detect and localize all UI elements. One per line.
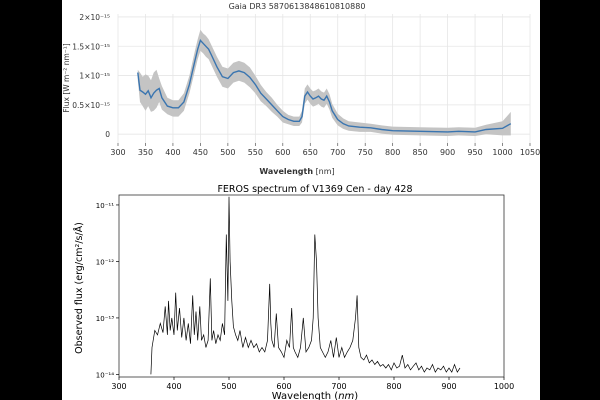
top-y-tick-label: 0 xyxy=(105,130,110,139)
top-chart-title: Gaia DR3 5870613848610810880 xyxy=(229,2,366,11)
top-x-tick-label: 550 xyxy=(248,148,263,157)
bottom-chart-x-label-unit: nm xyxy=(338,391,354,400)
top-x-tick-label: 950 xyxy=(467,148,482,157)
top-chart-x-label-unit: [nm] xyxy=(316,167,335,176)
bottom-chart-x-label: Wavelength (nm) xyxy=(272,391,359,400)
bottom-x-tick-label: 1000 xyxy=(494,382,514,391)
bottom-chart-y-label: Observed flux (erg/cm²/s/Å) xyxy=(73,222,85,354)
charts-canvas: Gaia DR3 5870613848610810880 300 350 400 45… xyxy=(62,2,540,400)
top-chart-uncertainty-band xyxy=(137,29,511,136)
top-x-tick-label: 750 xyxy=(358,148,373,157)
top-y-tick-label: 0.5×10⁻¹⁵ xyxy=(72,101,110,110)
bottom-chart-x-label-text: Wavelength xyxy=(272,391,331,400)
gaia-flux-chart: Gaia DR3 5870613848610810880 300 350 400 45… xyxy=(62,2,540,176)
top-chart-x-label: Wavelength [nm] xyxy=(259,167,334,176)
top-chart-gridlines xyxy=(117,14,531,143)
bottom-x-tick-label: 900 xyxy=(441,382,456,391)
top-x-tick-label: 1050 xyxy=(520,148,540,157)
top-x-tick-label: 850 xyxy=(412,148,427,157)
bottom-chart-y-ticks: 10⁻¹⁴ 10⁻¹³ 10⁻¹² 10⁻¹¹ xyxy=(96,202,119,379)
top-chart-y-ticks: 0 0.5×10⁻¹⁵ 1×10⁻¹⁵ 1.5×10⁻¹⁵ 2×10⁻¹⁵ xyxy=(72,13,110,139)
top-x-tick-label: 350 xyxy=(138,148,153,157)
top-x-tick-label: 650 xyxy=(303,148,318,157)
top-chart-x-label-text: Wavelength xyxy=(259,167,313,176)
top-chart-y-label: Flux [W m⁻² nm⁻¹] xyxy=(62,43,71,112)
top-x-tick-label: 900 xyxy=(440,148,455,157)
figure-panel: Gaia DR3 5870613848610810880 300 350 400 45… xyxy=(62,0,540,400)
top-x-tick-label: 1000 xyxy=(492,148,512,157)
top-x-tick-label: 600 xyxy=(275,148,290,157)
bottom-x-tick-label: 400 xyxy=(166,382,181,391)
top-y-tick-label: 2×10⁻¹⁵ xyxy=(79,13,110,22)
bottom-chart-x-ticks: 300 400 500 600 700 800 900 1000 xyxy=(111,377,514,391)
bottom-y-tick-label: 10⁻¹² xyxy=(96,258,114,266)
bottom-x-tick-label: 300 xyxy=(111,382,126,391)
bottom-chart-flux-line xyxy=(150,196,461,375)
top-chart-flux-line xyxy=(137,39,512,133)
top-x-tick-label: 700 xyxy=(330,148,345,157)
top-x-tick-label: 300 xyxy=(110,148,125,157)
top-x-tick-label: 450 xyxy=(193,148,208,157)
bottom-chart-frame xyxy=(118,194,505,378)
bottom-x-tick-label: 800 xyxy=(386,382,401,391)
top-x-tick-label: 800 xyxy=(385,148,400,157)
top-x-tick-label: 500 xyxy=(220,148,235,157)
bottom-x-tick-label: 700 xyxy=(331,382,346,391)
bottom-y-tick-label: 10⁻¹³ xyxy=(96,315,114,323)
bottom-x-tick-label: 500 xyxy=(221,382,236,391)
bottom-y-tick-label: 10⁻¹¹ xyxy=(96,202,114,210)
top-chart-x-ticks: 300 350 400 450 500 550 600 650 700 750 800 850 900 9… xyxy=(110,143,540,157)
feros-spectrum-chart: FEROS spectrum of V1369 Cen - day 428 30… xyxy=(73,184,514,400)
top-y-tick-label: 1×10⁻¹⁵ xyxy=(79,72,110,81)
bottom-y-tick-label: 10⁻¹⁴ xyxy=(96,371,114,379)
bottom-chart-title: FEROS spectrum of V1369 Cen - day 428 xyxy=(217,184,412,195)
bottom-x-tick-label: 600 xyxy=(276,382,291,391)
top-x-tick-label: 400 xyxy=(165,148,180,157)
top-y-tick-label: 1.5×10⁻¹⁵ xyxy=(72,42,110,51)
